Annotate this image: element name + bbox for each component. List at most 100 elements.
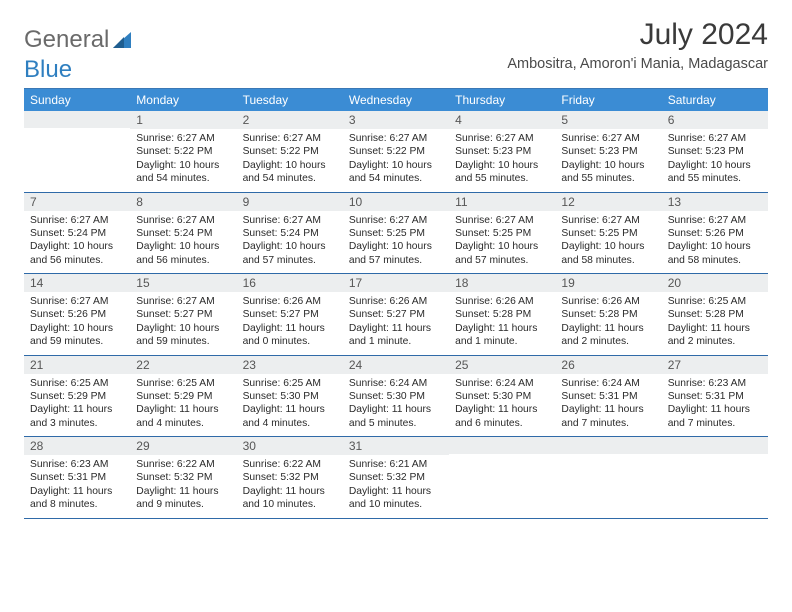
day-sunset: Sunset: 5:24 PM	[30, 227, 124, 240]
day-details: Sunrise: 6:21 AMSunset: 5:32 PMDaylight:…	[343, 455, 449, 518]
day-details	[449, 454, 555, 510]
day-number: 10	[343, 193, 449, 211]
day-sunrise: Sunrise: 6:27 AM	[455, 214, 549, 227]
day-number: 7	[24, 193, 130, 211]
calendar-cell: 12Sunrise: 6:27 AMSunset: 5:25 PMDayligh…	[555, 192, 661, 274]
calendar-cell: 22Sunrise: 6:25 AMSunset: 5:29 PMDayligh…	[130, 355, 236, 437]
column-header: Wednesday	[343, 89, 449, 111]
day-sunset: Sunset: 5:25 PM	[455, 227, 549, 240]
day-sunrise: Sunrise: 6:27 AM	[243, 132, 337, 145]
day-number	[24, 111, 130, 128]
calendar-cell: 1Sunrise: 6:27 AMSunset: 5:22 PMDaylight…	[130, 111, 236, 192]
day-details	[662, 454, 768, 510]
calendar-cell	[662, 437, 768, 519]
day-number: 14	[24, 274, 130, 292]
day-number: 17	[343, 274, 449, 292]
day-daylight: Daylight: 11 hours and 0 minutes.	[243, 322, 337, 349]
day-details: Sunrise: 6:25 AMSunset: 5:30 PMDaylight:…	[237, 374, 343, 437]
day-sunrise: Sunrise: 6:27 AM	[561, 132, 655, 145]
day-details: Sunrise: 6:26 AMSunset: 5:27 PMDaylight:…	[343, 292, 449, 355]
calendar-cell: 7Sunrise: 6:27 AMSunset: 5:24 PMDaylight…	[24, 192, 130, 274]
day-details: Sunrise: 6:23 AMSunset: 5:31 PMDaylight:…	[662, 374, 768, 437]
day-daylight: Daylight: 11 hours and 8 minutes.	[30, 485, 124, 512]
day-details: Sunrise: 6:27 AMSunset: 5:26 PMDaylight:…	[24, 292, 130, 355]
day-number: 2	[237, 111, 343, 129]
day-daylight: Daylight: 11 hours and 5 minutes.	[349, 403, 443, 430]
calendar-cell: 9Sunrise: 6:27 AMSunset: 5:24 PMDaylight…	[237, 192, 343, 274]
brand-general: General	[24, 26, 109, 54]
day-sunrise: Sunrise: 6:25 AM	[30, 377, 124, 390]
day-number: 28	[24, 437, 130, 455]
day-sunset: Sunset: 5:27 PM	[349, 308, 443, 321]
day-number: 22	[130, 356, 236, 374]
calendar-week: 7Sunrise: 6:27 AMSunset: 5:24 PMDaylight…	[24, 192, 768, 274]
day-sunrise: Sunrise: 6:25 AM	[668, 295, 762, 308]
day-number: 4	[449, 111, 555, 129]
day-number	[662, 437, 768, 454]
day-details: Sunrise: 6:27 AMSunset: 5:24 PMDaylight:…	[24, 211, 130, 274]
day-daylight: Daylight: 11 hours and 7 minutes.	[561, 403, 655, 430]
calendar-week: 21Sunrise: 6:25 AMSunset: 5:29 PMDayligh…	[24, 355, 768, 437]
day-sunrise: Sunrise: 6:27 AM	[668, 214, 762, 227]
day-number: 11	[449, 193, 555, 211]
calendar-cell: 17Sunrise: 6:26 AMSunset: 5:27 PMDayligh…	[343, 274, 449, 356]
day-number	[449, 437, 555, 454]
day-sunset: Sunset: 5:25 PM	[561, 227, 655, 240]
day-sunrise: Sunrise: 6:27 AM	[136, 295, 230, 308]
calendar-cell: 10Sunrise: 6:27 AMSunset: 5:25 PMDayligh…	[343, 192, 449, 274]
calendar-week: 1Sunrise: 6:27 AMSunset: 5:22 PMDaylight…	[24, 111, 768, 192]
day-number: 1	[130, 111, 236, 129]
calendar-cell: 26Sunrise: 6:24 AMSunset: 5:31 PMDayligh…	[555, 355, 661, 437]
column-header: Sunday	[24, 89, 130, 111]
day-sunrise: Sunrise: 6:23 AM	[30, 458, 124, 471]
day-number: 31	[343, 437, 449, 455]
calendar-table: SundayMondayTuesdayWednesdayThursdayFrid…	[24, 89, 768, 519]
day-number	[555, 437, 661, 454]
day-sunset: Sunset: 5:23 PM	[561, 145, 655, 158]
calendar-cell: 30Sunrise: 6:22 AMSunset: 5:32 PMDayligh…	[237, 437, 343, 519]
day-number: 13	[662, 193, 768, 211]
day-sunrise: Sunrise: 6:22 AM	[136, 458, 230, 471]
title-block: July 2024 Ambositra, Amoron'i Mania, Mad…	[507, 18, 768, 72]
day-number: 20	[662, 274, 768, 292]
day-daylight: Daylight: 11 hours and 1 minute.	[349, 322, 443, 349]
calendar-cell	[24, 111, 130, 192]
column-header: Monday	[130, 89, 236, 111]
brand-logo: General	[24, 18, 134, 54]
calendar-cell: 27Sunrise: 6:23 AMSunset: 5:31 PMDayligh…	[662, 355, 768, 437]
calendar-cell	[555, 437, 661, 519]
day-details: Sunrise: 6:24 AMSunset: 5:30 PMDaylight:…	[343, 374, 449, 437]
day-sunrise: Sunrise: 6:26 AM	[349, 295, 443, 308]
calendar-cell: 5Sunrise: 6:27 AMSunset: 5:23 PMDaylight…	[555, 111, 661, 192]
calendar-cell: 25Sunrise: 6:24 AMSunset: 5:30 PMDayligh…	[449, 355, 555, 437]
day-sunset: Sunset: 5:26 PM	[30, 308, 124, 321]
day-sunset: Sunset: 5:32 PM	[136, 471, 230, 484]
day-daylight: Daylight: 10 hours and 55 minutes.	[455, 159, 549, 186]
day-sunset: Sunset: 5:30 PM	[243, 390, 337, 403]
day-details: Sunrise: 6:25 AMSunset: 5:29 PMDaylight:…	[24, 374, 130, 437]
column-header: Thursday	[449, 89, 555, 111]
day-details: Sunrise: 6:27 AMSunset: 5:22 PMDaylight:…	[237, 129, 343, 192]
day-number: 21	[24, 356, 130, 374]
day-sunset: Sunset: 5:27 PM	[243, 308, 337, 321]
day-daylight: Daylight: 11 hours and 9 minutes.	[136, 485, 230, 512]
day-details: Sunrise: 6:24 AMSunset: 5:31 PMDaylight:…	[555, 374, 661, 437]
day-sunset: Sunset: 5:30 PM	[455, 390, 549, 403]
day-sunrise: Sunrise: 6:24 AM	[455, 377, 549, 390]
day-sunrise: Sunrise: 6:24 AM	[561, 377, 655, 390]
day-number: 8	[130, 193, 236, 211]
day-daylight: Daylight: 10 hours and 54 minutes.	[136, 159, 230, 186]
day-sunrise: Sunrise: 6:24 AM	[349, 377, 443, 390]
calendar-cell	[449, 437, 555, 519]
day-details	[24, 128, 130, 184]
day-daylight: Daylight: 11 hours and 2 minutes.	[561, 322, 655, 349]
day-sunset: Sunset: 5:23 PM	[455, 145, 549, 158]
day-sunrise: Sunrise: 6:27 AM	[561, 214, 655, 227]
day-sunset: Sunset: 5:28 PM	[561, 308, 655, 321]
day-sunrise: Sunrise: 6:27 AM	[136, 214, 230, 227]
day-daylight: Daylight: 10 hours and 57 minutes.	[455, 240, 549, 267]
calendar-cell: 21Sunrise: 6:25 AMSunset: 5:29 PMDayligh…	[24, 355, 130, 437]
day-daylight: Daylight: 10 hours and 56 minutes.	[30, 240, 124, 267]
day-sunset: Sunset: 5:27 PM	[136, 308, 230, 321]
day-details: Sunrise: 6:24 AMSunset: 5:30 PMDaylight:…	[449, 374, 555, 437]
